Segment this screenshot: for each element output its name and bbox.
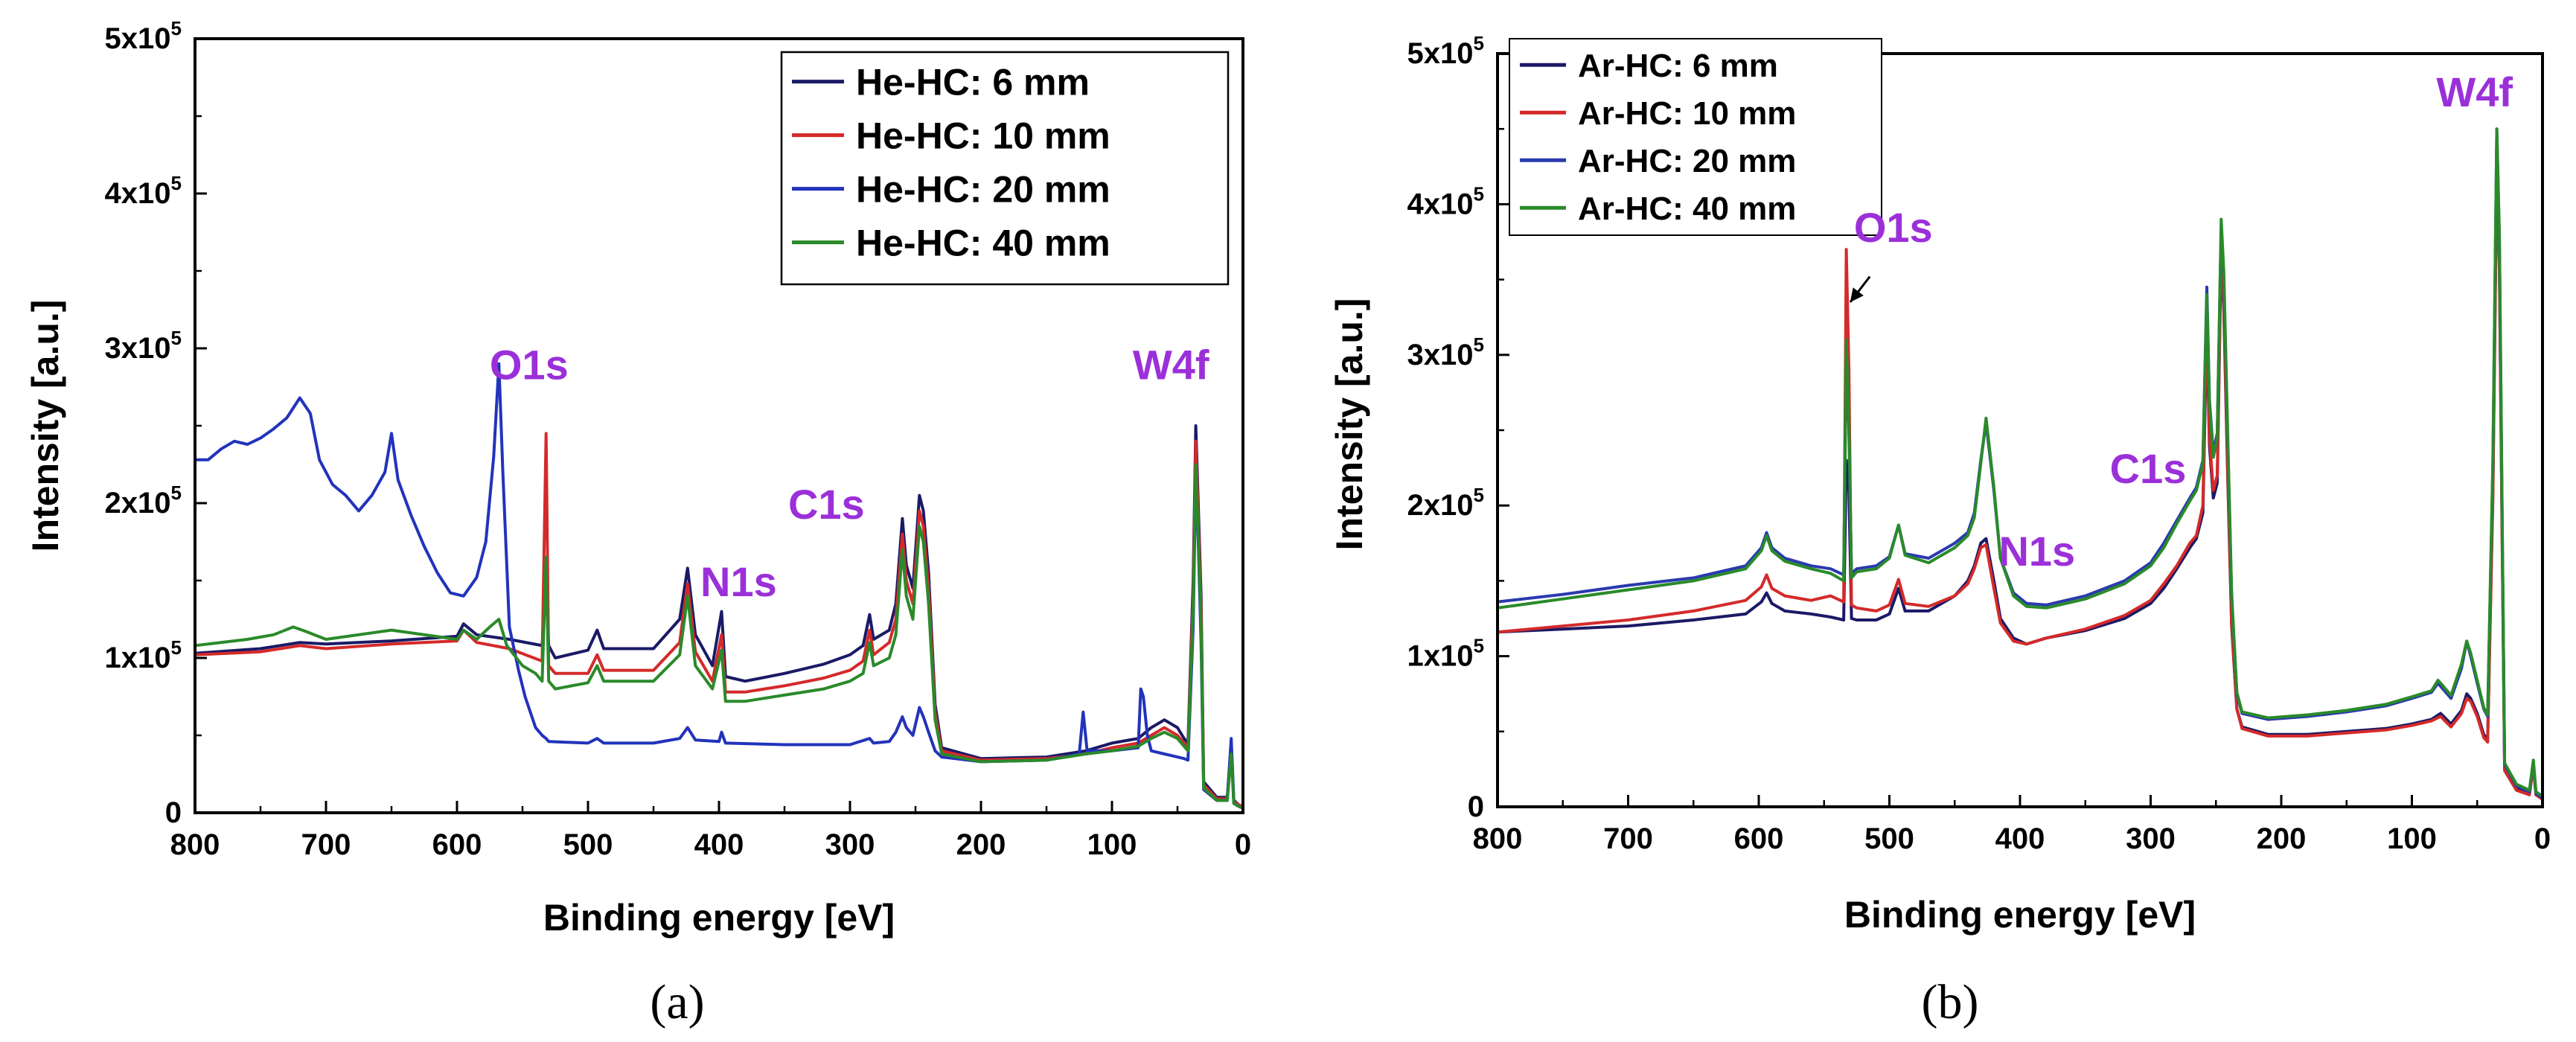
legend-a: He-HC: 6 mm He-HC: 10 mm He-HC: 20 mm He-HC…	[780, 51, 1230, 286]
peak-annotation-n1s: N1s	[700, 558, 777, 605]
y-axis-ticks-b: 0 1x105 2x105 3x105 4x105 5x105	[1407, 32, 1509, 823]
series-line-b-1	[1498, 172, 2543, 801]
legend-entry-label: He-HC: 6 mm	[856, 62, 1090, 103]
peak-annotation-n1s: N1s	[1998, 528, 2075, 575]
chart-panel-a: 800 700 600 500 400 300 200 100 0 0 1x105 2x105 3x1…	[25, 17, 1251, 1029]
x-tick-label: 100	[1087, 828, 1137, 861]
x-tick-label: 500	[563, 828, 613, 861]
series-line-a-3	[195, 463, 1243, 810]
y-tick-label: 1x105	[105, 636, 182, 674]
chart-panel-b: 800 700 600 500 400 300 200 100 0 0 1x105 2x105 3x1…	[1329, 32, 2551, 1029]
x-tick-label: 700	[301, 828, 351, 861]
x-tick-label: 600	[432, 828, 482, 861]
o1s-arrow-head	[1850, 287, 1864, 302]
x-tick-label: 500	[1864, 822, 1914, 855]
x-tick-label: 400	[1995, 822, 2045, 855]
peak-annotation-w4f: W4f	[2436, 68, 2513, 115]
x-axis-ticks-b: 800 700 600 500 400 300 200 100 0	[1473, 795, 2551, 855]
x-tick-label: 400	[694, 828, 744, 861]
legend-entry-label: Ar-HC: 20 mm	[1578, 143, 1796, 179]
legend-entry-label: He-HC: 40 mm	[856, 223, 1110, 264]
x-tick-label: 100	[2387, 822, 2437, 855]
legend-entry-label: He-HC: 10 mm	[856, 115, 1110, 157]
y-tick-label: 2x105	[105, 482, 182, 520]
y-tick-label: 1x105	[1407, 635, 1484, 673]
y-tick-label: 4x105	[1407, 182, 1484, 220]
y-axis-title-a: Intensity [a.u.]	[25, 300, 66, 552]
series-line-a-2	[195, 362, 1243, 810]
x-tick-label: 0	[1235, 828, 1251, 861]
x-tick-label: 300	[2126, 822, 2176, 855]
y-tick-label: 5x105	[105, 17, 182, 55]
peak-annotation-w4f: W4f	[1133, 342, 1209, 389]
y-axis-title-b: Intensity [a.u.]	[1329, 298, 1370, 551]
y-tick-label: 0	[1468, 790, 1484, 823]
x-tick-label: 200	[956, 828, 1006, 861]
panel-label-a: (a)	[650, 975, 704, 1029]
legend-entry-label: He-HC: 20 mm	[856, 169, 1110, 211]
series-layer-a	[195, 362, 1243, 810]
annotations-b: O1s N1s C1s W4f	[1854, 68, 2513, 575]
legend-entry-label: Ar-HC: 10 mm	[1578, 95, 1796, 132]
y-tick-label: 3x105	[1407, 333, 1484, 371]
x-axis-title-b: Binding energy [eV]	[1844, 894, 2196, 936]
y-tick-label: 2x105	[1407, 484, 1484, 522]
series-line-b-3	[1498, 127, 2543, 798]
x-tick-label: 0	[2534, 822, 2551, 855]
peak-annotation-c1s: C1s	[2110, 445, 2187, 492]
y-axis-ticks-a: 0 1x105 2x105 3x105 4x105 5x105	[105, 17, 207, 829]
x-axis-ticks-a: 800 700 600 500 400 300 200 100 0	[170, 801, 1251, 861]
legend-entry-label: Ar-HC: 6 mm	[1578, 48, 1778, 84]
legend-entry-label: Ar-HC: 40 mm	[1578, 191, 1796, 227]
x-tick-label: 200	[2257, 822, 2307, 855]
x-axis-title-a: Binding energy [eV]	[543, 897, 895, 939]
x-tick-label: 800	[170, 828, 220, 861]
y-tick-label: 0	[165, 796, 182, 829]
series-layer-b	[1498, 127, 2543, 801]
y-tick-label: 3x105	[105, 327, 182, 365]
legend-box-a	[780, 51, 1230, 286]
legend-b: Ar-HC: 6 mm Ar-HC: 10 mm Ar-HC: 20 mm Ar-HC…	[1509, 38, 1882, 236]
x-tick-label: 700	[1603, 822, 1653, 855]
peak-annotation-c1s: C1s	[788, 481, 865, 528]
panel-label-b: (b)	[1922, 975, 1979, 1029]
x-tick-label: 600	[1734, 822, 1784, 855]
peak-annotation-o1s: O1s	[490, 342, 569, 389]
peak-annotation-o1s: O1s	[1854, 204, 1933, 251]
legend-box-b	[1509, 38, 1882, 236]
y-tick-label: 5x105	[1407, 32, 1484, 70]
y-tick-label: 4x105	[105, 172, 182, 210]
x-tick-label: 300	[825, 828, 875, 861]
x-tick-label: 800	[1473, 822, 1523, 855]
